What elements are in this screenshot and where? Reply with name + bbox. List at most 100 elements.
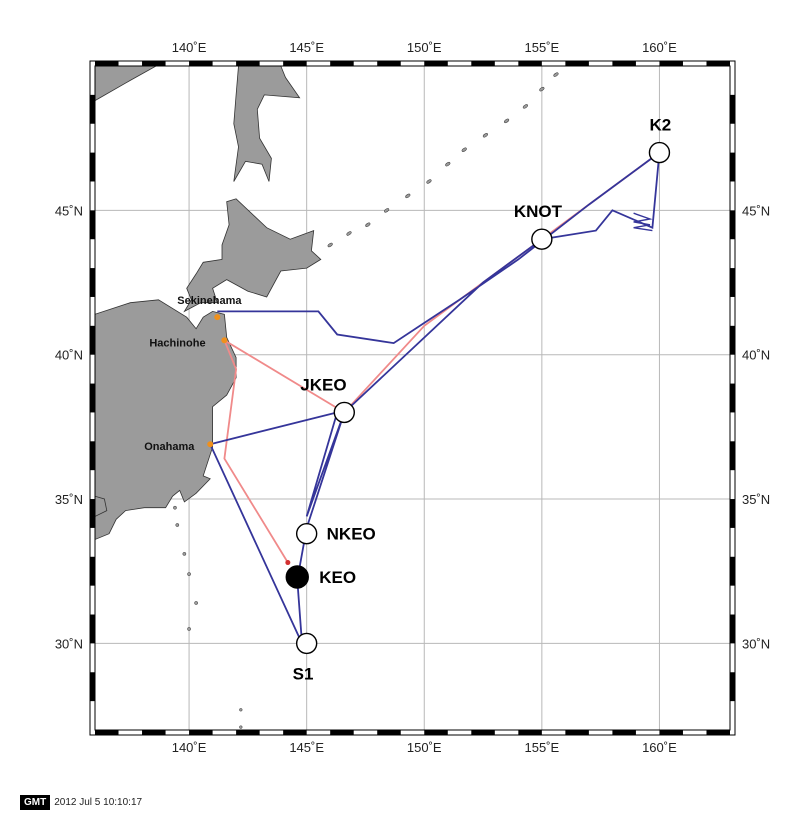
station-jkeo-label: JKEO xyxy=(300,375,346,394)
kuril-island xyxy=(504,118,510,123)
map-frame xyxy=(89,60,736,736)
station-s1-label: S1 xyxy=(293,664,314,683)
sekinehama-marker xyxy=(214,314,221,321)
kuril-island xyxy=(365,222,371,227)
lon-tick-label-top: 140˚E xyxy=(172,40,207,55)
frame-segment-bottom xyxy=(189,730,213,735)
lon-tick-label-bottom: 155˚E xyxy=(525,740,560,755)
station-s1-marker xyxy=(295,632,318,655)
lat-tick-label-right: 35˚N xyxy=(742,492,770,507)
outbound-track xyxy=(208,150,661,644)
frame-segment-right xyxy=(730,499,735,528)
lat-tick-label-left: 45˚N xyxy=(55,203,83,218)
frame-segment-right xyxy=(730,152,735,182)
frame-segment-left xyxy=(90,94,95,124)
frame-segment-top xyxy=(424,61,448,66)
frame-segment-bottom xyxy=(330,730,354,735)
kuril-island xyxy=(426,179,432,184)
frame-segment-left xyxy=(90,672,95,702)
hokkaido-landmass xyxy=(183,198,322,313)
lon-tick-label-top: 145˚E xyxy=(289,40,324,55)
land-masses xyxy=(95,66,559,729)
honshu-landmass xyxy=(95,299,237,540)
station-keo-marker xyxy=(285,565,309,589)
frame-segment-right xyxy=(730,94,735,124)
gmt-timestamp: GMT 2012 Jul 5 10:10:17 xyxy=(20,795,142,810)
kuril-island xyxy=(327,242,333,248)
station-nkeo-marker xyxy=(295,522,318,545)
frame-segment-bottom xyxy=(142,730,166,735)
frame-segment-top xyxy=(612,61,636,66)
station-k2-marker xyxy=(648,141,671,164)
sekinehama-label: Sekinehama xyxy=(177,295,242,307)
kuril-island xyxy=(553,72,559,77)
frame-segment-top xyxy=(189,61,213,66)
frame-segment-bottom xyxy=(236,730,260,735)
stations: K2 KNOT JKEO NKEO KEO S1 xyxy=(285,116,671,683)
frame-segment-top xyxy=(95,61,119,66)
lat-tick-label-left: 35˚N xyxy=(55,492,83,507)
lon-tick-label-bottom: 140˚E xyxy=(172,740,207,755)
ship-tracks xyxy=(208,150,661,644)
outer-frame xyxy=(89,60,736,736)
ports: Sekinehama Hachinohe Onahama xyxy=(144,295,242,453)
lat-tick-label-right: 30˚N xyxy=(742,636,770,651)
onahama-label: Onahama xyxy=(144,441,195,453)
asia-mainland xyxy=(95,66,157,102)
frame-segment-right xyxy=(730,556,735,586)
frame-segment-left xyxy=(90,325,95,355)
lon-tick-label-top: 155˚E xyxy=(525,40,560,55)
frame-segment-right xyxy=(730,614,735,644)
frame-segment-top xyxy=(330,61,354,66)
station-nkeo-label: NKEO xyxy=(327,525,376,544)
lon-tick-label-top: 160˚E xyxy=(642,40,677,55)
lat-tick-label-left: 30˚N xyxy=(55,636,83,651)
frame-segment-bottom xyxy=(95,730,119,735)
frame-segment-top xyxy=(471,61,495,66)
return-track xyxy=(222,151,660,564)
lon-tick-label-top: 150˚E xyxy=(407,40,442,55)
frame-segment-bottom xyxy=(659,730,683,735)
kuril-island xyxy=(539,86,545,92)
frame-segment-bottom xyxy=(518,730,542,735)
hachinohe-label: Hachinohe xyxy=(149,337,205,349)
lon-tick-label-bottom: 150˚E xyxy=(407,740,442,755)
kuril-island xyxy=(461,147,467,152)
frame-segment-bottom xyxy=(612,730,636,735)
frame-segment-left xyxy=(90,383,95,413)
frame-segment-left xyxy=(90,268,95,297)
frame-segment-bottom xyxy=(471,730,495,735)
frame-segment-left xyxy=(90,441,95,471)
keo-approach-marker xyxy=(285,560,291,566)
axis-tick-labels: 140˚E 140˚E 145˚E 145˚E 150˚E 150˚E 155˚E 155˚E… xyxy=(55,40,770,755)
bonin-island xyxy=(239,708,243,712)
frame-segment-left xyxy=(90,499,95,528)
lat-tick-label-right: 40˚N xyxy=(742,348,770,363)
kuril-island xyxy=(522,104,528,109)
kuril-island xyxy=(405,193,411,199)
frame-segment-top xyxy=(377,61,401,66)
frame-segment-left xyxy=(90,152,95,182)
kuril-island xyxy=(346,231,352,236)
frame-segment-left xyxy=(90,556,95,586)
kuril-island xyxy=(384,208,390,213)
frame-segment-right xyxy=(730,672,735,702)
station-knot-marker xyxy=(531,228,553,250)
gmt-logo: GMT xyxy=(20,795,51,810)
bonin-island xyxy=(239,725,243,729)
frame-segment-top xyxy=(236,61,260,66)
kuril-island xyxy=(445,162,451,167)
frame-segment-right xyxy=(730,325,735,355)
izu-island xyxy=(175,523,180,527)
lon-tick-label-bottom: 145˚E xyxy=(289,740,324,755)
sakhalin-landmass xyxy=(233,66,301,182)
frame-segment-left xyxy=(90,614,95,644)
onahama-marker xyxy=(207,441,214,448)
frame-segment-right xyxy=(730,210,735,240)
frame-segment-top xyxy=(142,61,166,66)
frame-segment-right xyxy=(730,441,735,471)
frame-segment-top xyxy=(283,61,307,66)
frame-segment-right xyxy=(730,268,735,297)
hachinohe-marker xyxy=(221,337,228,344)
